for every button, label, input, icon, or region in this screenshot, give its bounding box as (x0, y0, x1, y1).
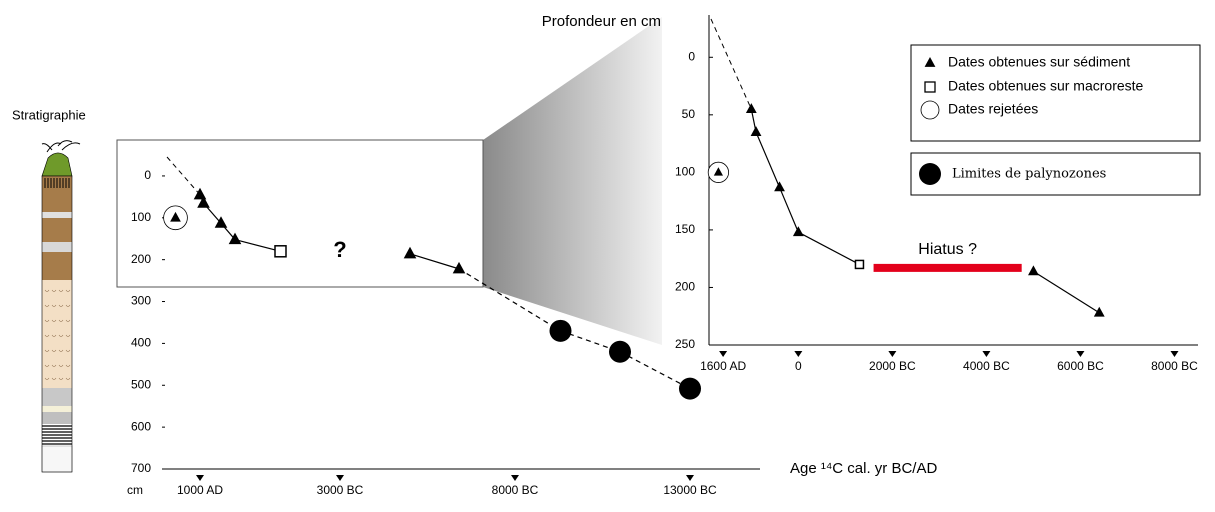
x-tick-mark (888, 351, 897, 357)
sediment-date (452, 261, 466, 274)
sediment-date (403, 246, 417, 259)
legend-label: Dates rejetées (948, 101, 1038, 117)
y-axis-title: Profondeur en cm (542, 13, 661, 30)
sediment-date (193, 187, 207, 200)
y-tick-label: 250 (675, 337, 695, 351)
extrapolation (166, 156, 201, 196)
y-tick-label: 100 (675, 165, 695, 179)
x-tick-mark (336, 475, 344, 481)
palynozone-limit (549, 319, 572, 342)
y-tick-label: 700 (131, 461, 151, 475)
x-tick-mark (719, 351, 728, 357)
x-axis-title: Age ¹⁴C cal. yr BC/AD (790, 460, 937, 477)
zoom-wedge (483, 17, 662, 345)
x-tick-mark (982, 351, 991, 357)
palynozone-limit (609, 340, 631, 363)
x-tick-mark (686, 475, 694, 481)
extrapolation (710, 18, 752, 110)
sediment-date (214, 216, 228, 228)
sediment-date (1093, 306, 1105, 317)
y-tick-label: 600 (131, 419, 151, 433)
legend-symbol (919, 163, 941, 185)
connector (755, 131, 781, 188)
connector (619, 351, 691, 390)
y-tick-label: 50 (682, 107, 696, 121)
x-tick-mark (794, 351, 803, 357)
x-tick-label: 6000 BC (1057, 359, 1104, 373)
sediment-date (750, 126, 762, 136)
x-tick-label: 1600 AD (700, 359, 746, 373)
x-tick-label: 4000 BC (963, 359, 1010, 373)
connector (1033, 270, 1100, 314)
x-tick-mark (1170, 351, 1179, 357)
hiatus-bar (873, 263, 1022, 272)
macroremain-date (274, 245, 287, 258)
y-tick-label: 200 (131, 252, 151, 266)
legend-symbol (924, 57, 936, 67)
x-tick-label: 2000 BC (869, 359, 916, 373)
palynozone-limit (679, 377, 701, 400)
x-tick-label: 3000 BC (317, 483, 364, 497)
sediment-date (745, 103, 757, 113)
y-tick-label: 0 (688, 49, 695, 63)
sediment-date (197, 196, 210, 208)
x-tick-mark (1076, 351, 1085, 357)
x-tick-label: 1000 AD (177, 483, 223, 497)
stratigraphy-column (41, 140, 81, 473)
connector (798, 231, 860, 265)
y-tick-label: 400 (131, 336, 151, 350)
legend-label: Dates obtenues sur sédiment (948, 54, 1130, 70)
legend-label: Dates obtenues sur macroreste (948, 78, 1144, 94)
legend-symbol (924, 81, 936, 93)
y-tick-label: 0 (144, 168, 151, 182)
y-axis-unit: cm (127, 483, 143, 497)
connector (409, 253, 460, 270)
y-tick-label: 100 (131, 210, 151, 224)
connector (234, 238, 281, 252)
rejected-date (713, 167, 723, 176)
connector (458, 268, 561, 332)
y-tick-label: 500 (131, 377, 151, 391)
x-tick-mark (196, 475, 204, 481)
legend-symbol (920, 100, 940, 120)
sediment-date (792, 226, 804, 237)
y-tick-label: 200 (675, 280, 695, 294)
x-tick-label: 0 (795, 359, 802, 373)
legend-frame (910, 152, 1201, 196)
y-tick-label: 300 (131, 294, 151, 308)
macroremain-date (854, 259, 865, 270)
stratigraphy-label: Stratigraphie (12, 107, 86, 122)
rejected-date (170, 211, 181, 222)
hiatus-label: Hiatus ? (918, 241, 977, 258)
x-tick-label: 13000 BC (663, 483, 717, 497)
sediment-date (1028, 265, 1039, 276)
legend-frame (910, 44, 1201, 142)
x-tick-mark (511, 475, 519, 481)
x-tick-label: 8000 BC (1151, 359, 1198, 373)
legend-label: Limites de palynozones (952, 167, 1106, 182)
sediment-date (228, 232, 242, 245)
y-tick-label: 150 (675, 222, 695, 236)
connector (778, 187, 799, 233)
x-tick-label: 8000 BC (492, 483, 539, 497)
sediment-date (774, 181, 785, 192)
inset-frame (116, 139, 484, 288)
annotation: ? (333, 237, 346, 262)
